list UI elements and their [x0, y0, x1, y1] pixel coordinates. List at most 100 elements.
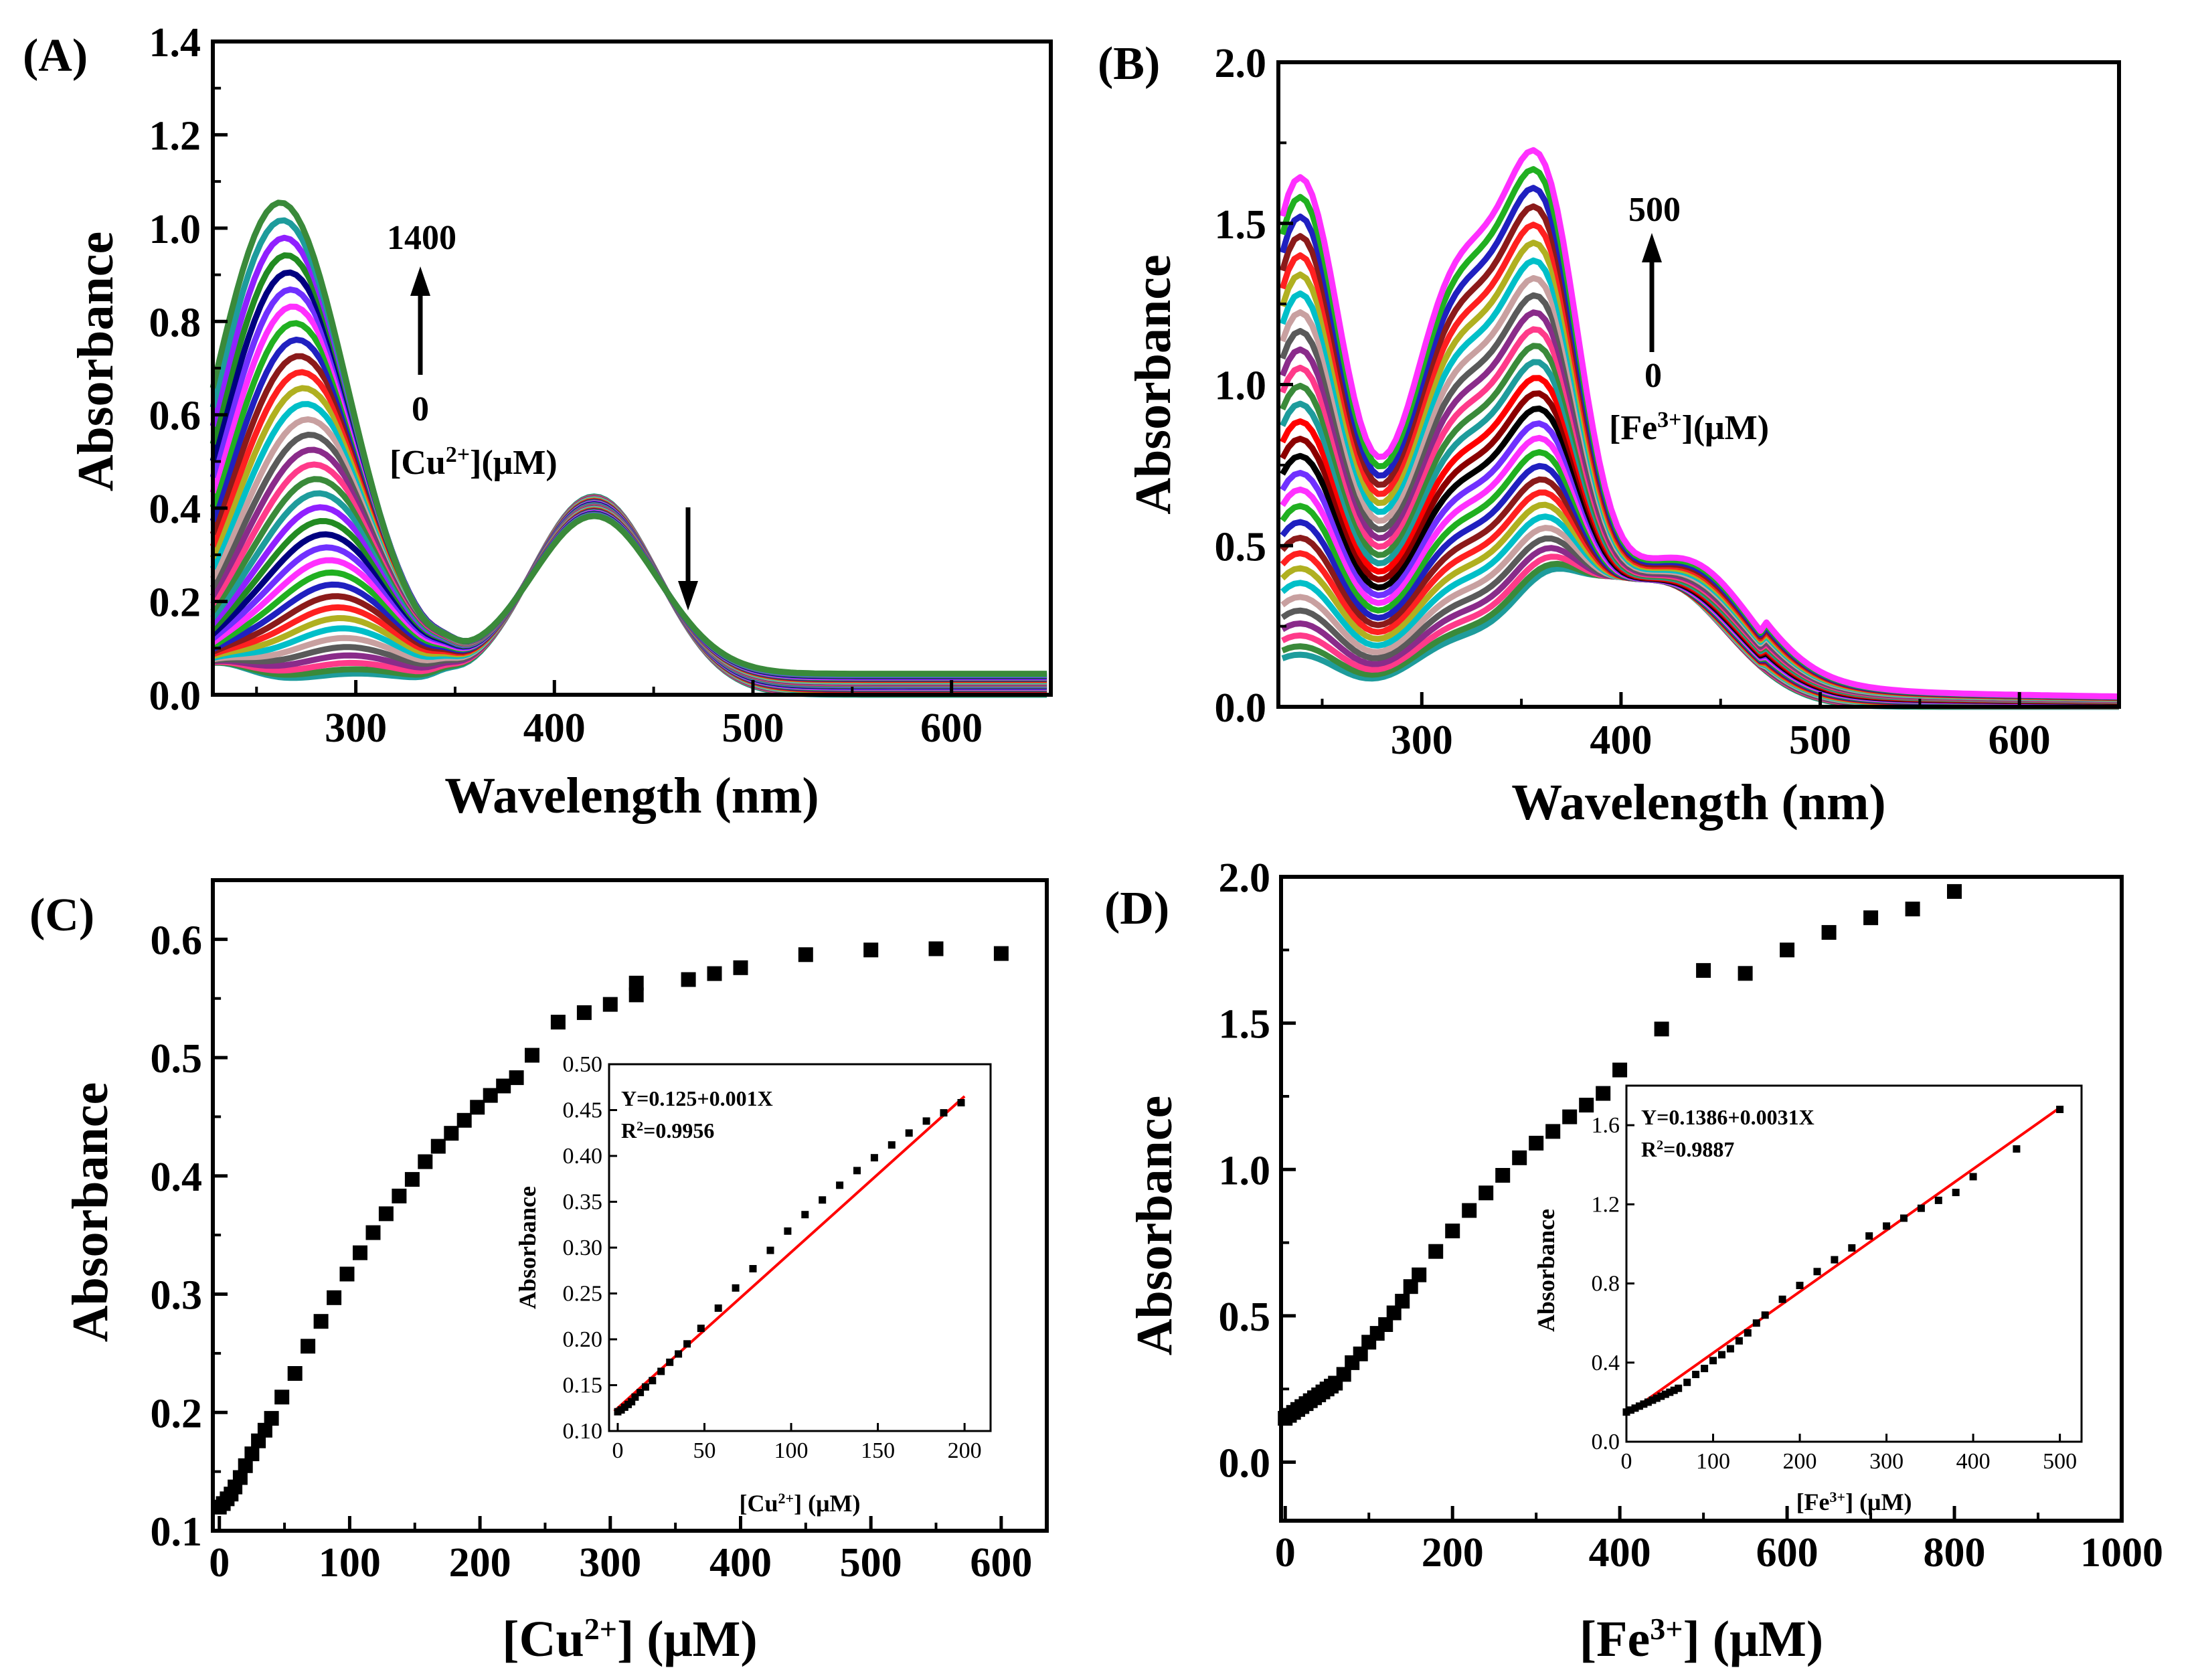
inset-data-point: [1831, 1256, 1839, 1264]
inset-data-point: [1934, 1196, 1942, 1204]
inset-data-point: [1640, 1400, 1648, 1408]
species-label: [Cu2+](μM): [390, 442, 558, 483]
inset-data-point: [683, 1340, 691, 1348]
y-tick-label: 0.10: [563, 1419, 603, 1444]
x-tick-label: 300: [1869, 1449, 1904, 1474]
data-point: [798, 947, 813, 962]
data-point: [1612, 1062, 1628, 1078]
x-tick-label: 300: [1391, 718, 1453, 763]
y-tick-label: 0.0: [1592, 1430, 1620, 1454]
inset-data-point: [957, 1099, 965, 1106]
inset-data-point: [1670, 1386, 1678, 1394]
concentration-min-label: 0: [1644, 357, 1662, 395]
x-tick-label: 500: [840, 1540, 902, 1586]
data-point: [928, 941, 944, 956]
x-axis-label: [Fe3+] (μM): [1580, 1611, 1823, 1667]
inset-data-point: [1627, 1406, 1634, 1414]
data-point: [365, 1225, 381, 1240]
inset-data-point: [853, 1167, 861, 1175]
panel-c-axes-frame: [211, 878, 1049, 1533]
inset-background: [609, 1064, 991, 1431]
x-tick-label: 500: [722, 705, 784, 751]
x-axis-label: Wavelength (nm): [1511, 774, 1885, 831]
linear-fit-line: [1625, 1106, 2061, 1416]
inset-data-point: [1900, 1214, 1908, 1222]
y-tick-label: 1.2: [1592, 1192, 1620, 1217]
panel-label-b: (B): [1098, 38, 1160, 90]
inset-data-point: [666, 1358, 674, 1366]
inset-data-point: [1761, 1311, 1769, 1319]
x-tick-label: 800: [1924, 1530, 1986, 1576]
inset-data-point: [1752, 1319, 1760, 1327]
data-point: [1428, 1244, 1444, 1259]
data-point: [1378, 1317, 1393, 1332]
y-tick-label: 0.25: [563, 1282, 603, 1307]
inset-data-point: [940, 1109, 948, 1117]
data-point: [681, 972, 696, 987]
y-tick-label: 0.2: [151, 1391, 203, 1436]
fit-equation: Y=0.1386+0.0031X: [1641, 1105, 1814, 1129]
y-tick-label: 1.2: [149, 113, 201, 159]
y-tick-label: 0.5: [151, 1036, 203, 1082]
x-axis-label: [Cu2+] (μM): [502, 1611, 757, 1667]
panel-label-a: (A): [23, 30, 88, 82]
y-tick-label: 0.40: [563, 1144, 603, 1169]
inset-data-point: [1635, 1402, 1643, 1410]
inset-data-point: [1952, 1189, 1960, 1197]
x-tick-label: 600: [1989, 718, 2051, 763]
y-tick-label: 1.0: [149, 207, 201, 252]
x-tick-label: 400: [523, 705, 586, 751]
data-point: [327, 1290, 342, 1305]
inset-data-point: [1796, 1282, 1804, 1289]
x-tick-label: 400: [1589, 1530, 1651, 1576]
y-tick-label: 1.0: [1219, 1148, 1271, 1193]
inset-x-axis-label: [Fe3+] (μM): [1796, 1489, 1912, 1516]
data-point: [1353, 1346, 1368, 1361]
y-tick-label: 0.0: [1215, 685, 1267, 731]
data-point: [496, 1078, 511, 1094]
y-tick-label: 0.0: [149, 673, 201, 719]
y-tick-label: 0.45: [563, 1098, 603, 1123]
data-point: [444, 1126, 459, 1141]
data-point: [1478, 1185, 1494, 1201]
inset-data-point: [1709, 1357, 1717, 1365]
panel-label-d: (D): [1104, 883, 1169, 934]
inset-data-point: [2013, 1145, 2021, 1153]
inset-data-point: [766, 1246, 774, 1254]
y-tick-label: 0.30: [563, 1236, 603, 1260]
data-point: [733, 960, 748, 975]
data-point: [1947, 884, 1962, 899]
inset-data-point: [784, 1227, 792, 1235]
y-axis-label: Absorbance: [1533, 1209, 1559, 1332]
inset-data-point: [1917, 1204, 1925, 1212]
x-tick-label: 200: [449, 1540, 511, 1586]
inset-data-point: [675, 1350, 683, 1358]
panel-d-axes-frame: [1279, 875, 2124, 1523]
inset-data-point: [1657, 1392, 1665, 1400]
data-point: [863, 942, 879, 958]
data-point: [509, 1070, 524, 1086]
y-axis-label: Absorbance: [1125, 254, 1181, 514]
inset-data-point: [1675, 1384, 1683, 1392]
x-tick-label: 400: [1590, 718, 1652, 763]
y-tick-label: 0.15: [563, 1373, 603, 1398]
data-point: [550, 1015, 566, 1030]
inset-data-point: [1661, 1390, 1669, 1398]
inset-data-point: [1648, 1396, 1657, 1404]
data-point: [1579, 1098, 1594, 1113]
data-point: [1412, 1267, 1427, 1282]
inset-x-axis-label: [Cu2+] (μM): [740, 1490, 861, 1517]
y-tick-label: 0.5: [1215, 524, 1267, 570]
data-point: [301, 1339, 316, 1354]
data-point: [576, 1005, 592, 1020]
data-point: [1545, 1124, 1561, 1139]
data-point: [1780, 942, 1795, 958]
species-label: [Fe3+](μM): [1609, 408, 1769, 448]
inset-data-point: [1683, 1378, 1691, 1386]
inset-data-point: [1848, 1244, 1856, 1252]
data-point: [287, 1366, 303, 1381]
data-point: [430, 1139, 446, 1154]
data-point: [257, 1422, 272, 1438]
x-tick-label: 200: [1783, 1449, 1817, 1474]
